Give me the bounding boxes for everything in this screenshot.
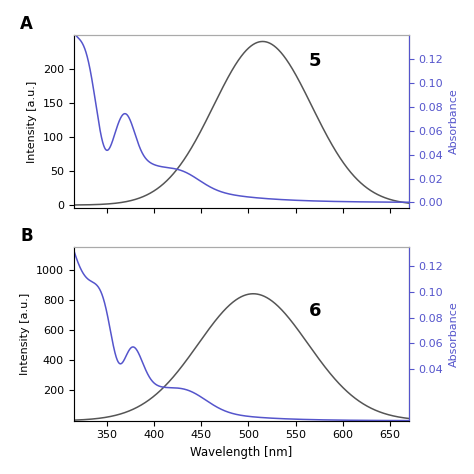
Y-axis label: Intensity [a.u.]: Intensity [a.u.]	[27, 81, 37, 163]
Text: 6: 6	[309, 302, 321, 320]
Text: 5: 5	[309, 52, 321, 70]
Y-axis label: Absorbance: Absorbance	[449, 301, 459, 367]
Text: B: B	[20, 227, 33, 245]
Y-axis label: Absorbance: Absorbance	[449, 89, 459, 155]
X-axis label: Wavelength [nm]: Wavelength [nm]	[190, 446, 292, 459]
Y-axis label: Intensity [a.u.]: Intensity [a.u.]	[20, 292, 30, 375]
Text: A: A	[20, 15, 33, 33]
